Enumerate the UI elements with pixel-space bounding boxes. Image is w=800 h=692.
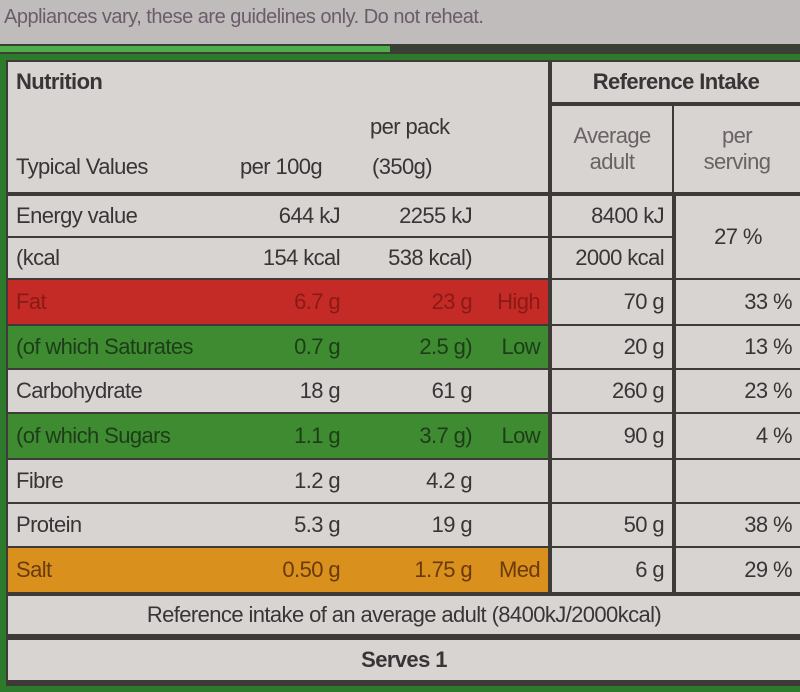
percent-ri-value: 4 % bbox=[676, 414, 800, 458]
per-pack-weight: (350g) bbox=[372, 154, 433, 179]
per-100g-value: 154 kcal bbox=[236, 238, 348, 278]
percent-ri-value: 23 % bbox=[676, 370, 800, 412]
percent-ri-value: 33 % bbox=[676, 280, 800, 324]
typical-values-header: Typical Values bbox=[16, 154, 148, 179]
per-100g-value: 1.1 g bbox=[236, 414, 348, 458]
nutrition-label: Nutrition Reference Intake Typical Value… bbox=[0, 54, 800, 692]
per-pack-value: 2255 kJ bbox=[348, 196, 480, 236]
average-adult-header: Average adult bbox=[552, 106, 672, 192]
nutrient-label: Fibre bbox=[8, 460, 236, 502]
reference-intake-value: 2000 kcal bbox=[552, 238, 672, 278]
per-100g-value: 6.7 g bbox=[236, 280, 348, 324]
column-headers: Typical Values per 100g per pack (350g) bbox=[8, 102, 548, 192]
nutrient-label: Fat bbox=[8, 280, 236, 324]
per-100g-header: per 100g bbox=[240, 154, 323, 179]
reference-intake-value bbox=[552, 460, 672, 502]
nutrition-table: Nutrition Reference Intake Typical Value… bbox=[6, 60, 800, 686]
divider bbox=[0, 44, 800, 54]
per-pack-value: 1.75 g bbox=[348, 548, 480, 592]
per-100g-value: 0.50 g bbox=[236, 548, 348, 592]
per-100g-value: 18 g bbox=[236, 370, 348, 412]
per-serving-header: per serving bbox=[674, 106, 800, 192]
per-100g-value: 5.3 g bbox=[236, 504, 348, 546]
nutrient-label: Energy value bbox=[8, 196, 236, 236]
traffic-light-level: Low bbox=[480, 414, 548, 458]
nutrient-label: Protein bbox=[8, 504, 236, 546]
traffic-light-level bbox=[480, 196, 548, 236]
per-pack-header: per pack bbox=[370, 114, 450, 139]
reference-intake-value: 20 g bbox=[552, 326, 672, 368]
nutrient-label: (of which Sugars bbox=[8, 414, 236, 458]
reference-intake-value: 8400 kJ bbox=[552, 196, 672, 236]
per-100g-value: 0.7 g bbox=[236, 326, 348, 368]
per-pack-value: 3.7 g) bbox=[348, 414, 480, 458]
reference-intake-note: Reference intake of an average adult (84… bbox=[8, 596, 800, 634]
nutrient-label: (of which Saturates bbox=[8, 326, 236, 368]
reference-intake-value: 6 g bbox=[552, 548, 672, 592]
reference-intake-value: 260 g bbox=[552, 370, 672, 412]
traffic-light-level bbox=[480, 370, 548, 412]
per-pack-value: 61 g bbox=[348, 370, 480, 412]
per-100g-value: 1.2 g bbox=[236, 460, 348, 502]
percent-ri-value: 13 % bbox=[676, 326, 800, 368]
nutrient-label: Salt bbox=[8, 548, 236, 592]
serving-label: serving bbox=[703, 149, 771, 174]
nutrient-label: (kcal bbox=[8, 238, 236, 278]
average-label: Average bbox=[573, 123, 651, 148]
traffic-light-level bbox=[480, 460, 548, 502]
per-pack-value: 23 g bbox=[348, 280, 480, 324]
reference-intake-value: 50 g bbox=[552, 504, 672, 546]
traffic-light-level: Low bbox=[480, 326, 548, 368]
adult-label: adult bbox=[589, 149, 635, 174]
percent-ri-value: 38 % bbox=[676, 504, 800, 546]
per-100g-value: 644 kJ bbox=[236, 196, 348, 236]
nutrient-label: Carbohydrate bbox=[8, 370, 236, 412]
percent-ri-value bbox=[676, 460, 800, 502]
per-pack-value: 4.2 g bbox=[348, 460, 480, 502]
serves: Serves 1 bbox=[8, 640, 800, 680]
nutrition-title: Nutrition bbox=[8, 62, 548, 102]
reference-intake-title: Reference Intake bbox=[552, 62, 800, 102]
per-pack-value: 2.5 g) bbox=[348, 326, 480, 368]
traffic-light-level bbox=[480, 238, 548, 278]
percent-ri-value: 29 % bbox=[676, 548, 800, 592]
per-pack-value: 19 g bbox=[348, 504, 480, 546]
reheat-note: Appliances vary, these are guidelines on… bbox=[4, 6, 484, 28]
reference-intake-value: 70 g bbox=[552, 280, 672, 324]
per-pack-value: 538 kcal) bbox=[348, 238, 480, 278]
percent-ri-value: 27 % bbox=[676, 196, 800, 278]
traffic-light-level: High bbox=[480, 280, 548, 324]
traffic-light-level: Med bbox=[480, 548, 548, 592]
per-label: per bbox=[722, 123, 753, 148]
traffic-light-level bbox=[480, 504, 548, 546]
reference-intake-value: 90 g bbox=[552, 414, 672, 458]
